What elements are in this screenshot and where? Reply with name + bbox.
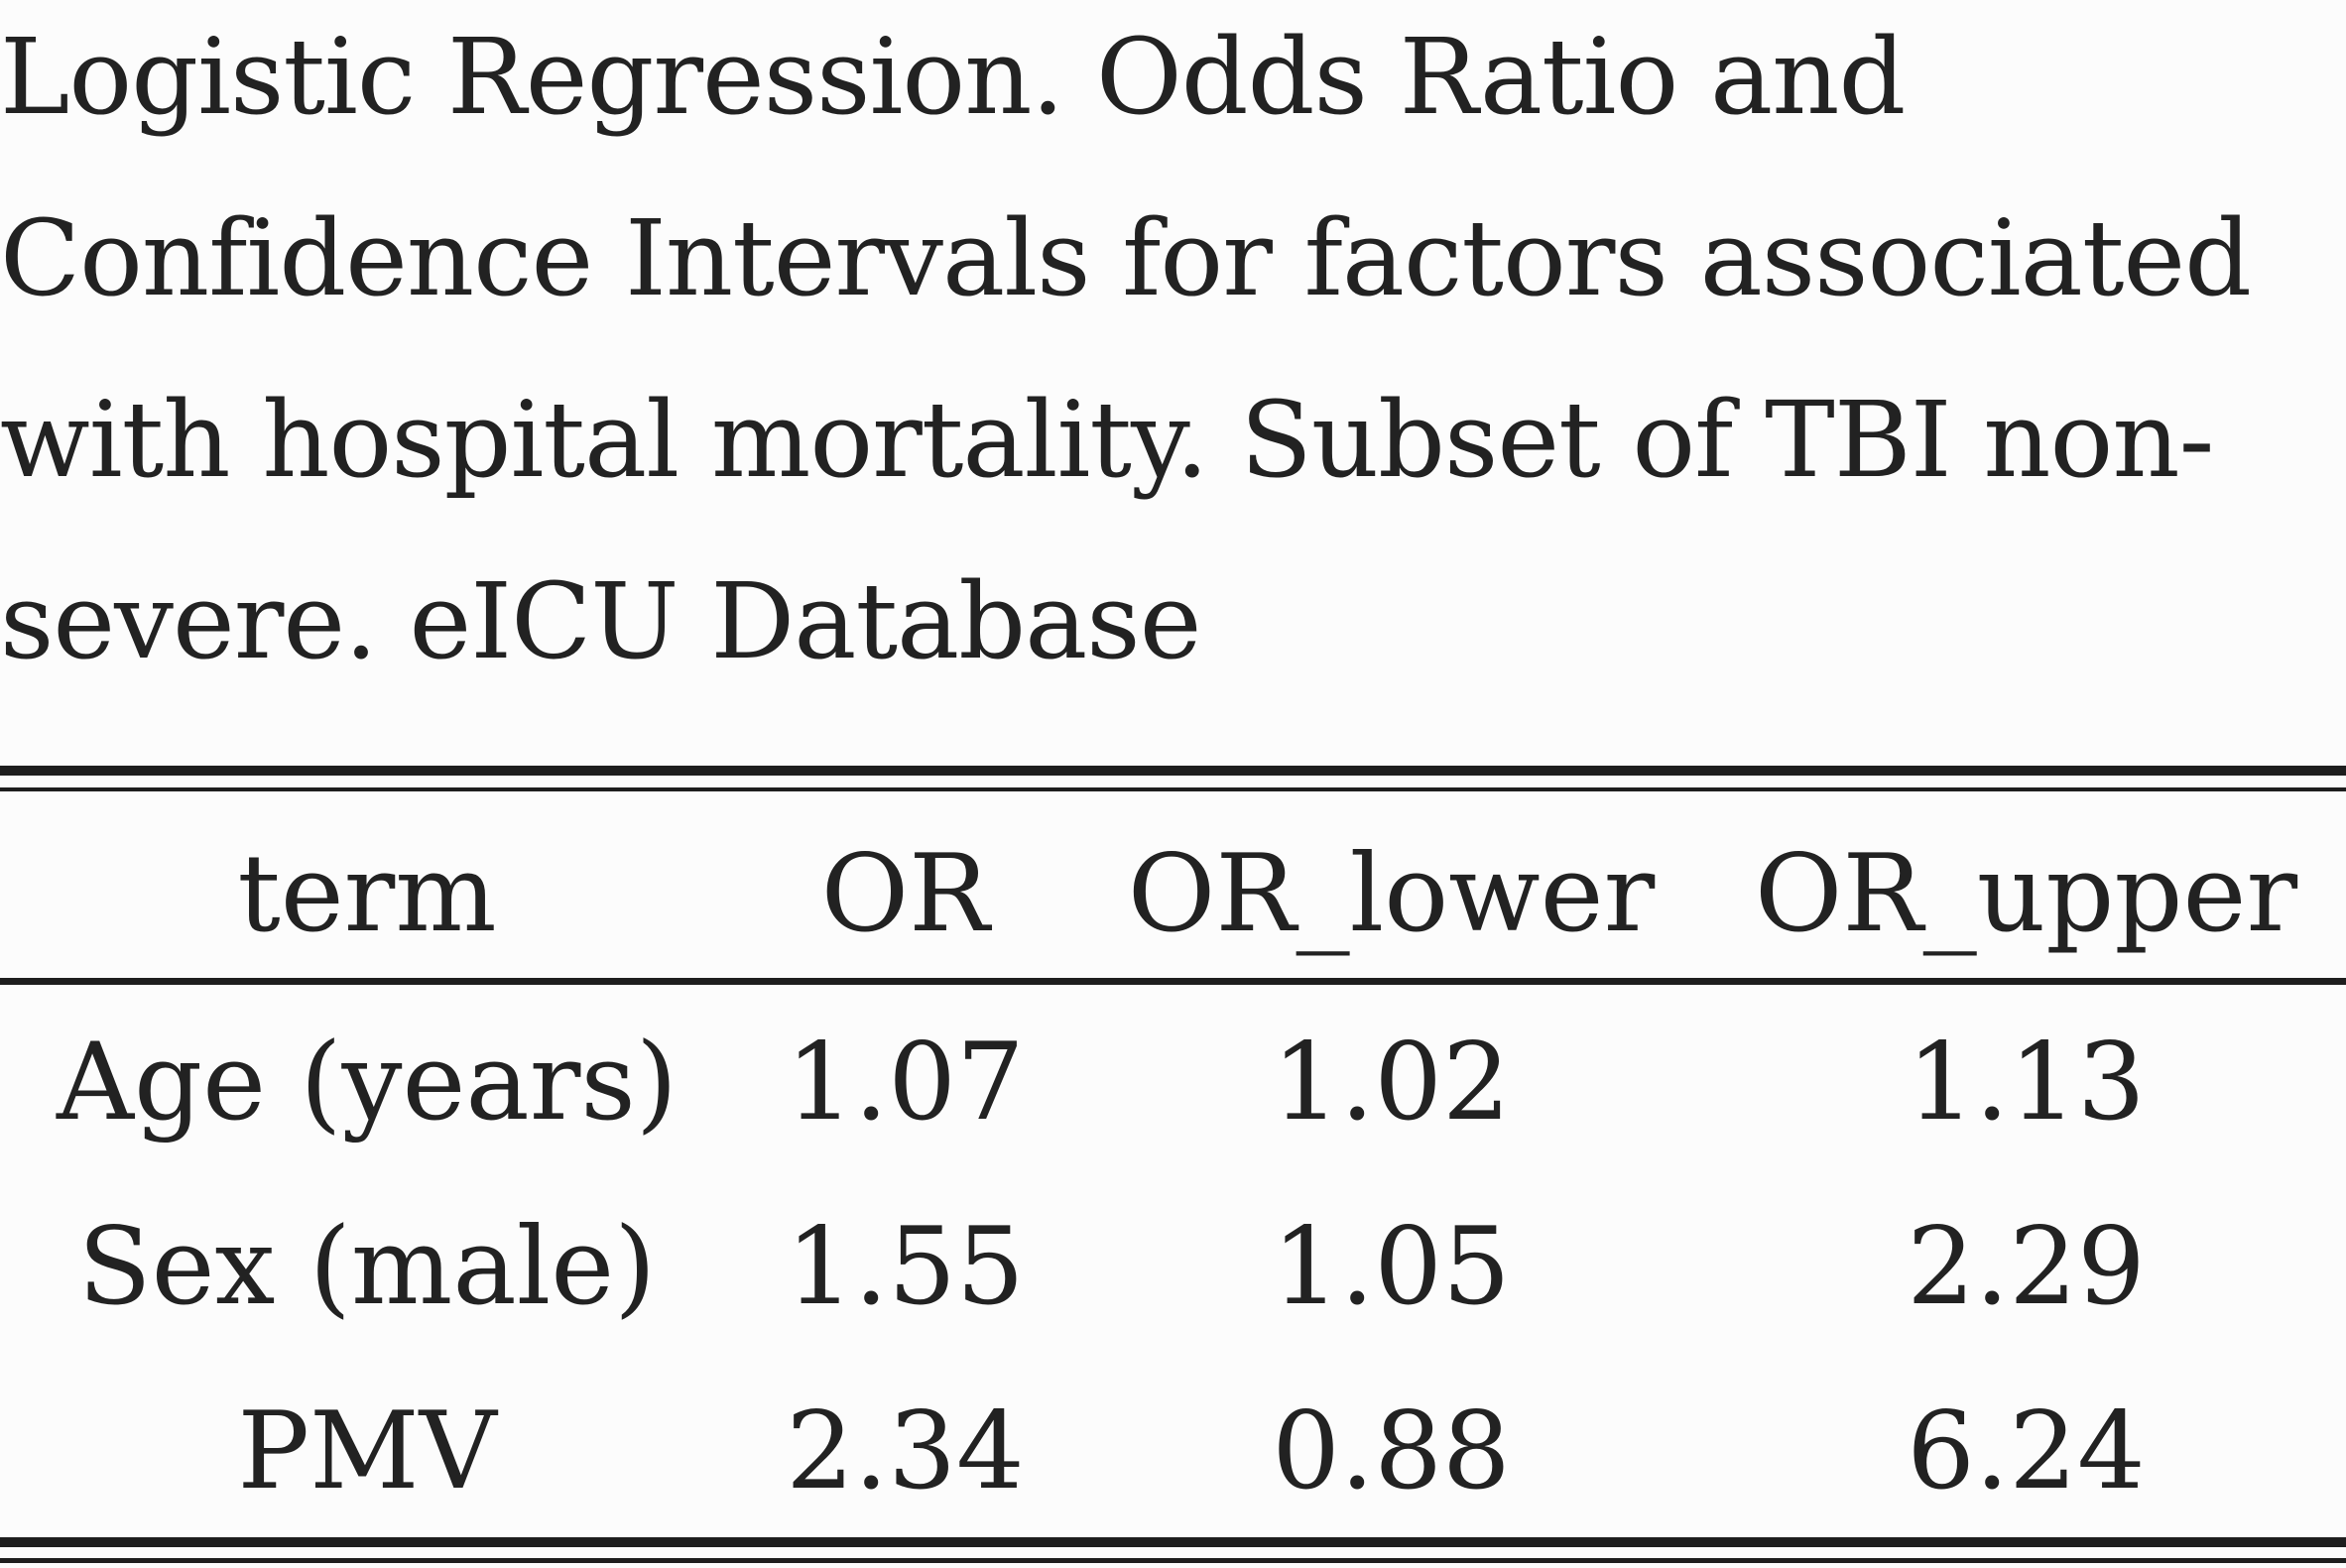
- top-rule-thick: [0, 766, 2346, 776]
- cell-term: PMV: [237, 1389, 497, 1513]
- cell-term: Sex (male): [77, 1205, 657, 1329]
- cell-or-lower: 1.02: [1272, 1021, 1511, 1145]
- cell-or-upper: 2.29: [1907, 1205, 2146, 1329]
- cell-term: Age (years): [56, 1021, 678, 1145]
- top-rule-thin: [0, 787, 2346, 791]
- cell-or: 1.07: [786, 1021, 1025, 1145]
- cell-or: 2.34: [786, 1389, 1025, 1513]
- bottom-rule-thick: [0, 1537, 2346, 1547]
- header-or: OR: [820, 832, 990, 956]
- cell-or-lower: 0.88: [1272, 1389, 1511, 1513]
- header-or-upper: OR_upper: [1754, 832, 2298, 956]
- cell-or-upper: 6.24: [1907, 1389, 2146, 1513]
- caption-line: severe. eICU Database: [0, 560, 1201, 682]
- bottom-rule-thin: [0, 1558, 2346, 1563]
- header-rule: [0, 978, 2346, 985]
- cell-or-upper: 1.13: [1907, 1021, 2146, 1145]
- header-term: term: [237, 832, 497, 956]
- caption-line: with hospital mortality. Subset of TBI n…: [0, 379, 2214, 501]
- header-or-lower: OR_lower: [1127, 832, 1656, 956]
- table-caption: Logistic Regression. Odds Ratio and Conf…: [0, 0, 2346, 712]
- caption-line: Logistic Regression. Odds Ratio and: [0, 16, 1906, 138]
- caption-line: Confidence Intervals for factors associa…: [0, 197, 2252, 319]
- cell-or-lower: 1.05: [1272, 1205, 1511, 1329]
- cell-or: 1.55: [786, 1205, 1025, 1329]
